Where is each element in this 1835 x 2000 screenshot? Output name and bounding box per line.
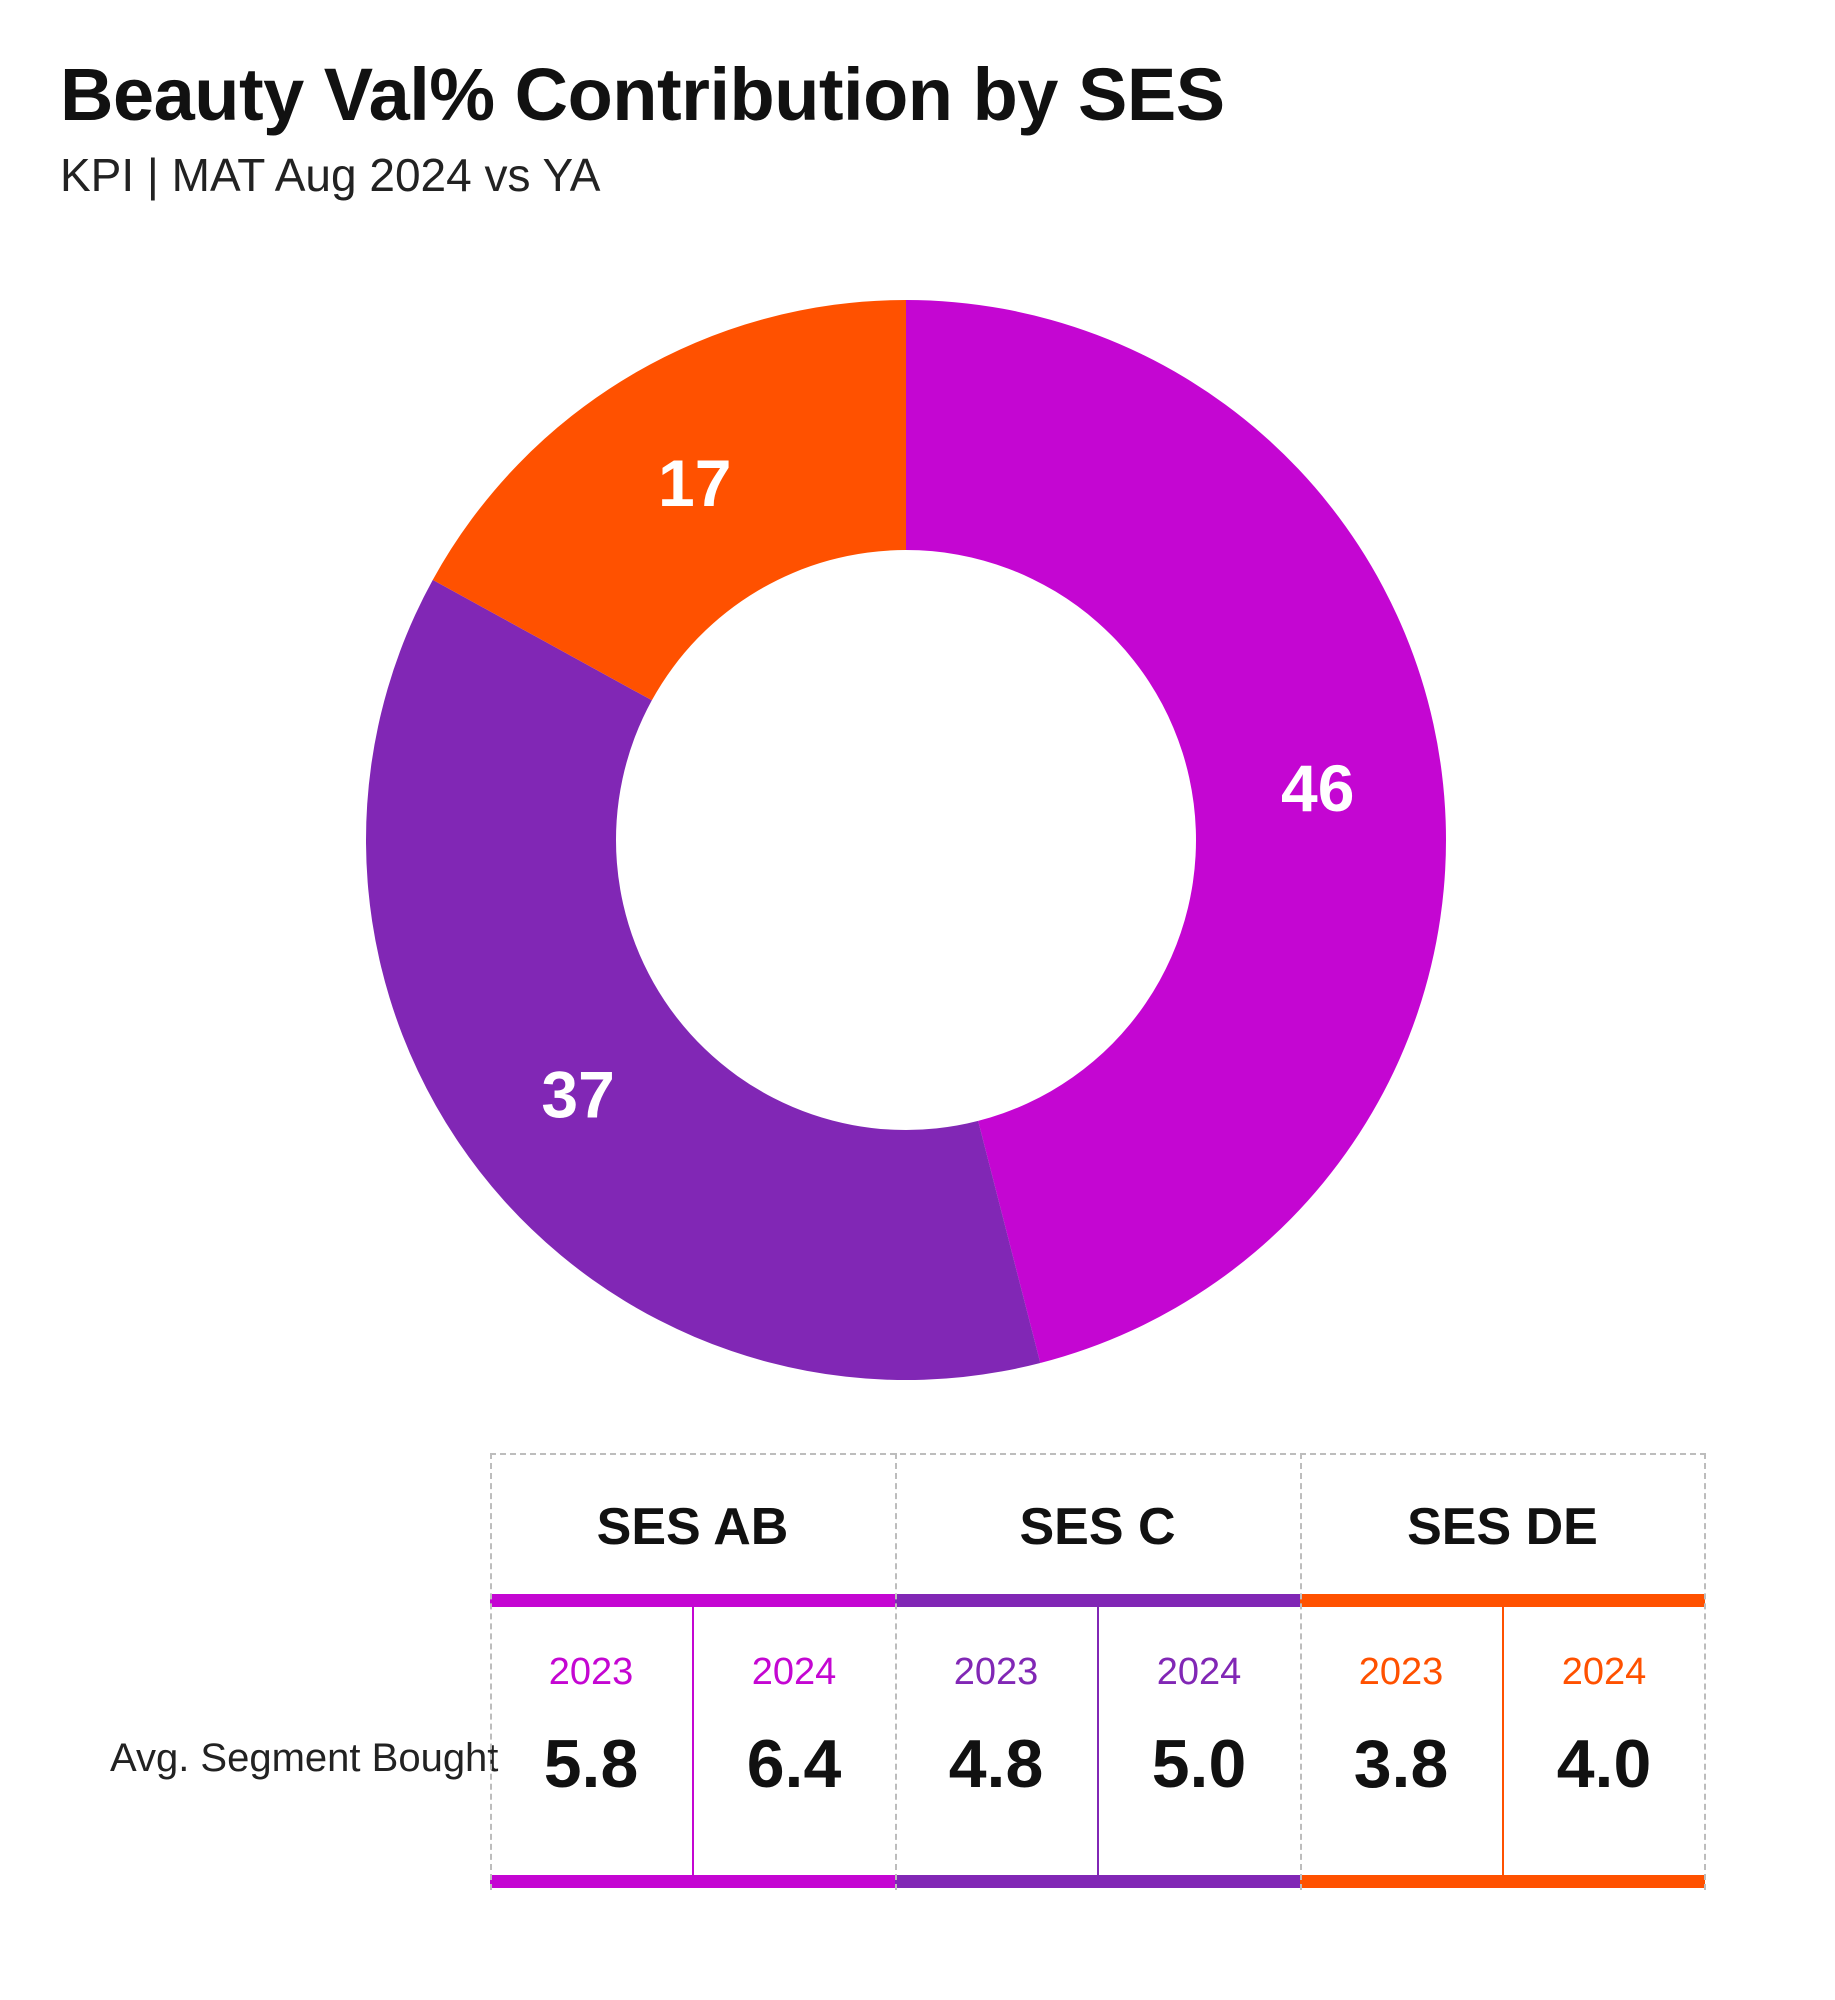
value-label: 3.8	[1353, 1726, 1449, 1802]
cell-ses-c-2023: 2023 4.8	[895, 1607, 1097, 1875]
chart-title: Beauty Val% Contribution by SES	[60, 53, 1225, 136]
value-label: 4.8	[948, 1726, 1044, 1802]
year-label: 2023	[1358, 1651, 1444, 1693]
donut-slice-ses-ab	[906, 300, 1446, 1364]
cell-ses-ab-2024: 2024 6.4	[693, 1607, 895, 1875]
slice-value-label: 17	[658, 446, 731, 520]
table-dashed-line	[895, 1453, 897, 1890]
table-dashed-line	[1300, 1453, 1302, 1890]
value-label: 6.4	[746, 1726, 842, 1802]
cell-ses-de-2023: 2023 3.8	[1300, 1607, 1502, 1875]
color-bar-bottom-ses-de	[1300, 1875, 1705, 1888]
year-label: 2024	[751, 1651, 837, 1693]
cell-divider	[1097, 1607, 1099, 1875]
year-label: 2023	[548, 1651, 634, 1693]
value-label: 4.0	[1556, 1726, 1652, 1802]
table-top-border	[490, 1453, 1706, 1455]
group-title-ses-ab: SES AB	[596, 1498, 789, 1556]
color-bar-bottom-ses-c	[895, 1875, 1300, 1888]
color-bar-top-ses-ab	[490, 1594, 895, 1607]
donut-slice-ses-de	[432, 300, 906, 701]
color-bar-bottom-ses-ab	[490, 1875, 895, 1888]
value-label: 5.0	[1151, 1726, 1247, 1802]
group-ses-de: SES DE 2023 3.8 2024 4.0	[1300, 1453, 1705, 1890]
color-bar-top-ses-de	[1300, 1594, 1705, 1607]
row-label-avg-segment-bought: Avg. Segment Bought	[110, 1736, 499, 1780]
slice-value-label: 37	[541, 1057, 614, 1131]
donut-slice-ses-c	[366, 579, 1041, 1380]
year-label: 2024	[1561, 1651, 1647, 1693]
cell-divider	[1502, 1607, 1504, 1875]
table-dashed-line	[1704, 1453, 1706, 1890]
donut-chart: 46 37 17	[366, 300, 1446, 1380]
cell-ses-de-2024: 2024 4.0	[1503, 1607, 1705, 1875]
table-dashed-line	[490, 1453, 492, 1890]
group-ses-c: SES C 2023 4.8 2024 5.0	[895, 1453, 1300, 1890]
value-label: 5.8	[543, 1726, 639, 1802]
cell-divider	[692, 1607, 694, 1875]
cell-ses-c-2024: 2024 5.0	[1098, 1607, 1300, 1875]
year-label: 2024	[1156, 1651, 1242, 1693]
group-title-ses-c: SES C	[1019, 1498, 1176, 1556]
group-ses-ab: SES AB 2023 5.8 2024 6.4	[490, 1453, 895, 1890]
slice-value-label: 46	[1281, 751, 1354, 825]
chart-subtitle: KPI | MAT Aug 2024 vs YA	[60, 149, 601, 201]
color-bar-top-ses-c	[895, 1594, 1300, 1607]
cell-ses-ab-2023: 2023 5.8	[490, 1607, 692, 1875]
group-title-ses-de: SES DE	[1407, 1498, 1598, 1556]
ses-table: SES AB 2023 5.8 2024 6.4 SES C 2023 4.8 …	[490, 1453, 1706, 1890]
year-label: 2023	[953, 1651, 1039, 1693]
